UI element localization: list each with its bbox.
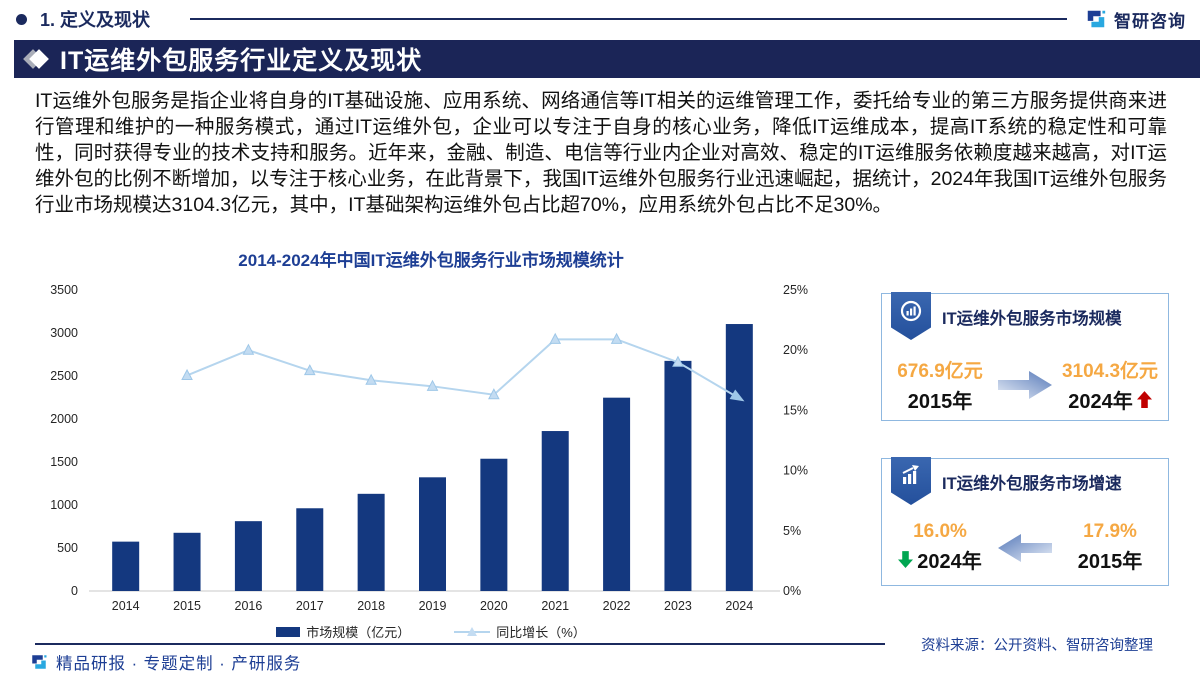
value-2015: 676.9亿元 2015年 [890, 356, 990, 414]
section-label: 1. 定义及现状 [40, 10, 151, 30]
svg-text:2018: 2018 [357, 599, 385, 613]
intro-paragraph: IT运维外包服务是指企业将自身的IT基础设施、应用系统、网络通信等IT相关的运维… [35, 90, 1167, 216]
svg-text:0: 0 [71, 584, 78, 598]
svg-text:20%: 20% [783, 343, 808, 357]
down-arrow-icon [898, 551, 914, 568]
value-year: 2015年 [907, 391, 973, 413]
legend-line-label: 同比增长（%） [496, 625, 586, 640]
svg-text:5%: 5% [783, 524, 801, 538]
up-arrow-icon [1136, 391, 1152, 408]
svg-text:2019: 2019 [419, 599, 447, 613]
svg-text:0%: 0% [783, 584, 801, 598]
svg-text:2014: 2014 [112, 599, 140, 613]
page-header: 1. 定义及现状 智研咨询 [14, 5, 1186, 33]
market-chart-svg: 0 500 1000 1500 2000 2500 3000 3500 0% 5% 10% 15% 20… [50, 283, 808, 613]
growth-chart-icon [902, 465, 919, 484]
value-year: 2015年 [1077, 551, 1143, 573]
value-2015: 17.9% 2015年 [1060, 521, 1160, 574]
data-source: 资料来源：公开资料、智研咨询整理 [921, 637, 1153, 654]
svg-text:2024: 2024 [725, 599, 753, 613]
svg-text:2022: 2022 [603, 599, 631, 613]
market-size-card: IT运维外包服务市场规模 676.9亿元 2015年 3104.3亿元 2024… [881, 292, 1169, 421]
value-year: 2024年 [890, 545, 990, 574]
legend-item-bar: 市场规模（亿元） [276, 622, 410, 641]
header-divider-line [190, 18, 1067, 20]
value-amount: 676.9亿元 [897, 361, 983, 382]
svg-text:3000: 3000 [50, 326, 78, 340]
line-swatch-icon [454, 626, 491, 637]
svg-text:2023: 2023 [664, 599, 692, 613]
svg-text:1500: 1500 [50, 455, 78, 469]
zhiyan-logo-icon [1087, 10, 1106, 28]
card-values: 676.9亿元 2015年 3104.3亿元 2024年 [890, 356, 1160, 414]
svg-text:3500: 3500 [50, 283, 78, 297]
legend-item-line: 同比增长（%） [454, 622, 586, 641]
growth-rate-card: IT运维外包服务市场增速 16.0% 2024年 17.9% 2015 [881, 457, 1169, 586]
source-row: 资料来源：公开资料、智研咨询整理 [35, 634, 1162, 654]
chart-title: 2014-2024年中国IT运维外包服务行业市场规模统计 [238, 251, 624, 270]
brand-logo: 智研咨询 [1085, 7, 1186, 32]
brand-name: 智研咨询 [1114, 11, 1186, 31]
value-amount: 3104.3亿元 [1061, 361, 1159, 382]
svg-text:2021: 2021 [541, 599, 569, 613]
value-2024: 16.0% 2024年 [890, 521, 990, 574]
right-arrow-icon [998, 371, 1052, 399]
svg-text:2017: 2017 [296, 599, 324, 613]
doughnut-chart-icon [900, 300, 922, 322]
svg-text:2020: 2020 [480, 599, 508, 613]
page-footer: 精品研报 · 专题定制 · 产研服务 [30, 650, 301, 673]
svg-text:2500: 2500 [50, 369, 78, 383]
value-amount: 16.0% [913, 521, 967, 542]
value-amount: 17.9% [1083, 521, 1137, 542]
svg-text:2000: 2000 [50, 412, 78, 426]
market-chart: 2014-2024年中国IT运维外包服务行业市场规模统计 0 500 1000 150… [30, 246, 832, 619]
chart-legend: 市场规模（亿元） 同比增长（%） [30, 622, 832, 641]
page-title: IT运维外包服务行业定义及现状 [60, 47, 423, 75]
footer-divider-line [35, 643, 885, 645]
footer-tagline: 精品研报 · 专题定制 · 产研服务 [56, 655, 302, 673]
card-title: IT运维外包服务市场增速 [942, 475, 1122, 493]
svg-text:10%: 10% [783, 464, 808, 478]
card-badge [891, 457, 931, 505]
value-2024: 3104.3亿元 2024年 [1060, 356, 1160, 414]
svg-text:2016: 2016 [235, 599, 263, 613]
svg-text:25%: 25% [783, 283, 808, 297]
bullet-icon [16, 13, 27, 25]
zhiyan-logo-icon [32, 655, 47, 669]
card-values: 16.0% 2024年 17.9% 2015年 [890, 521, 1160, 574]
svg-text:1000: 1000 [50, 498, 78, 512]
title-bar: IT运维外包服务行业定义及现状 [14, 40, 1200, 78]
value-year: 2024年 [1060, 385, 1160, 414]
svg-text:2015: 2015 [173, 599, 201, 613]
legend-bar-label: 市场规模（亿元） [306, 625, 411, 640]
card-title: IT运维外包服务市场规模 [942, 310, 1122, 328]
svg-text:500: 500 [57, 541, 78, 555]
left-arrow-icon [998, 533, 1052, 562]
card-badge [891, 292, 931, 340]
bar-swatch-icon [276, 626, 301, 637]
svg-text:15%: 15% [783, 403, 808, 417]
